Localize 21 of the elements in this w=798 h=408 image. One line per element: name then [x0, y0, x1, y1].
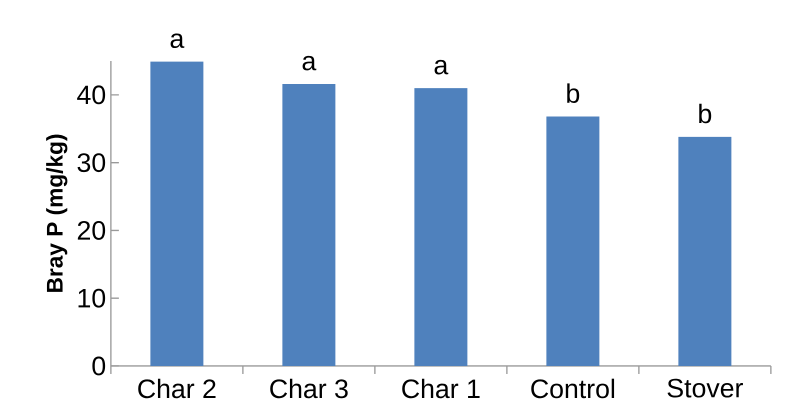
- bar: [282, 84, 336, 366]
- y-tick-label: 40: [77, 85, 106, 104]
- x-tick-label: Char 2: [138, 378, 216, 398]
- x-tick-label: Char 3: [270, 378, 348, 398]
- y-tick-label: 30: [78, 153, 106, 172]
- annotation: a: [302, 56, 316, 70]
- y-tick-label: 0: [92, 356, 106, 376]
- annotation: a: [434, 60, 448, 74]
- bar: [414, 88, 468, 366]
- bar: [150, 62, 204, 366]
- bar: [546, 116, 600, 366]
- annotation: b: [567, 83, 580, 103]
- x-tick-label: Char 1: [402, 378, 480, 398]
- bar: [678, 136, 732, 366]
- y-tick-label: 10: [78, 288, 106, 308]
- y-tick-label: 20: [78, 220, 106, 240]
- y-axis-title: Bray P (mg/kg): [46, 134, 68, 292]
- x-tick-label: Control: [531, 378, 614, 398]
- x-tick-label: Stover: [668, 378, 743, 398]
- annotation: a: [170, 33, 184, 48]
- annotation: b: [699, 104, 712, 124]
